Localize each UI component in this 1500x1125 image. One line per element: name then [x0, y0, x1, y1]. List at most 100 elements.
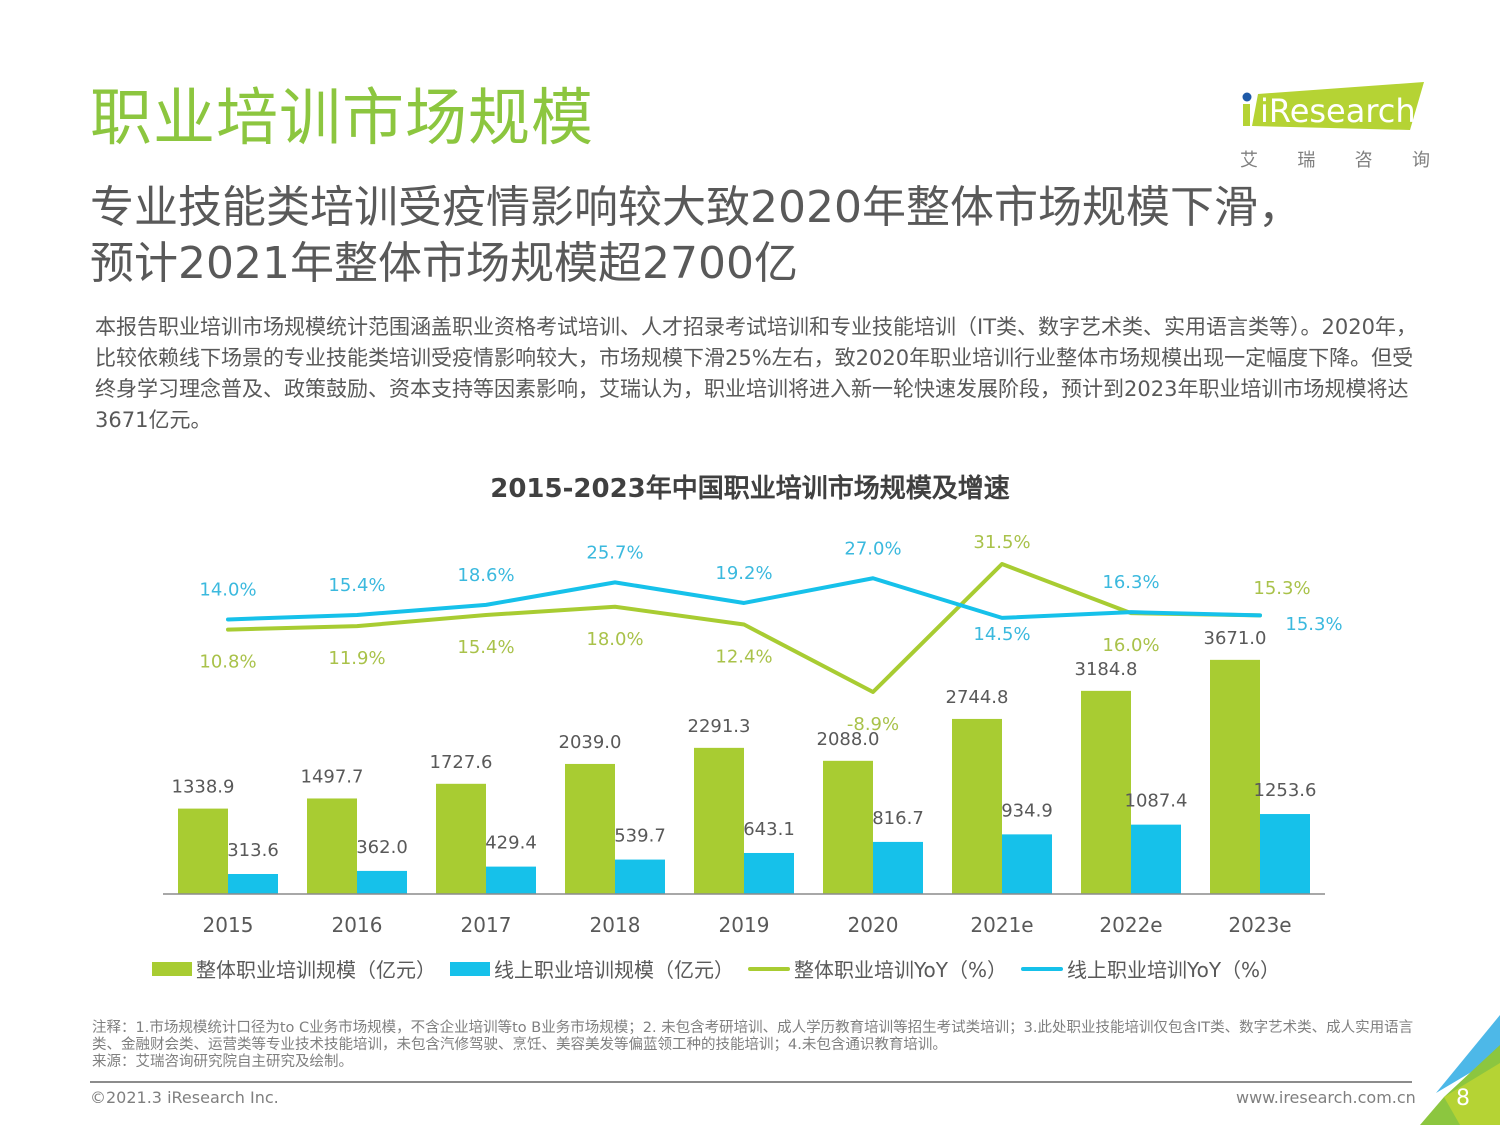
bar-online-2019 — [744, 852, 794, 894]
line-label-total-yoy: 11.9% — [328, 648, 385, 669]
legend-item-total-yoy: 整体职业培训YoY（%） — [748, 954, 1007, 983]
bar-label-total: 2291.3 — [688, 716, 751, 737]
bar-label-total: 2039.0 — [559, 732, 622, 753]
bar-label-total: 2088.0 — [817, 729, 880, 750]
line-label-online-yoy: 14.5% — [973, 624, 1030, 645]
line-label-total-yoy: 12.4% — [715, 647, 772, 668]
line-label-online-yoy: 27.0% — [844, 538, 901, 559]
legend-label: 整体职业培训YoY（%） — [794, 958, 1008, 982]
line-label-online-yoy: 19.2% — [715, 563, 772, 584]
bar-online-2016 — [357, 870, 407, 894]
bar-label-total: 3184.8 — [1075, 659, 1138, 680]
lines-layer — [226, 562, 1262, 694]
bars-layer — [178, 659, 1310, 894]
x-tick-label: 2023e — [1228, 913, 1291, 937]
x-tick-label: 2015 — [203, 913, 254, 937]
corner-lime-shape — [1444, 1063, 1500, 1125]
description-paragraph: 本报告职业培训市场规模统计范围涵盖职业资格考试培训、人才招录考试培训和专业技能培… — [95, 315, 1417, 432]
subtitle-line-1: 专业技能类培训受疫情影响较大致2020年整体市场规模下滑， — [90, 182, 1302, 233]
bar-total-2023e — [1210, 659, 1260, 894]
page-title: 职业培训市场规模 — [90, 81, 595, 154]
bar-label-total: 1338.9 — [172, 777, 235, 798]
logo-banner-shape — [1252, 82, 1424, 130]
x-tick-label: 2020 — [848, 913, 899, 937]
bar-total-2020 — [823, 760, 873, 894]
logo-dot-icon — [1242, 92, 1252, 102]
line-label-total-yoy: 31.5% — [973, 532, 1030, 553]
logo-char: 咨 — [1354, 150, 1373, 171]
line-total-yoy — [226, 562, 1262, 694]
bar-total-2018 — [565, 763, 615, 894]
bar-total-2016 — [307, 798, 357, 894]
chart-legend: 整体职业培训规模（亿元） 线上职业培训规模（亿元） 整体职业培训YoY（%） 线… — [152, 954, 1294, 983]
legend-item-online-yoy: 线上职业培训YoY（%） — [1021, 954, 1280, 983]
page-number: 8 — [1456, 1086, 1470, 1111]
x-tick-label: 2017 — [461, 913, 512, 937]
bar-label-online: 816.7 — [872, 808, 924, 829]
x-tick-label: 2016 — [332, 913, 383, 937]
chart-notes: 注释：1.市场规模统计口径为to C业务市场规模，不含企业培训等to B业务市场… — [92, 1020, 1422, 1071]
logo-i-stem — [1243, 104, 1250, 126]
corner-decoration — [1420, 1015, 1500, 1125]
bar-online-2022e — [1131, 824, 1181, 894]
copyright-text: ©2021.3 iResearch Inc. — [90, 1088, 279, 1107]
footer-divider — [90, 1081, 1412, 1083]
line-label-total-yoy: 18.0% — [586, 629, 643, 650]
x-tick-label: 2018 — [590, 913, 641, 937]
bar-online-2017 — [486, 866, 536, 894]
bar-label-online: 429.4 — [485, 833, 537, 854]
line-label-online-yoy: 25.7% — [586, 542, 643, 563]
legend-swatch-blue-line — [1021, 966, 1064, 971]
legend-swatch-green-bar — [152, 961, 192, 976]
line-label-online-yoy: 15.4% — [328, 575, 385, 596]
line-online-yoy — [226, 576, 1262, 622]
bar-label-online: 313.6 — [227, 840, 279, 861]
iresearch-logo: iResearch — [1242, 82, 1424, 130]
labels-layer: 1338.9 313.6 2015 1497.7 362.0 2016 1727.6 429.… — [172, 532, 1343, 937]
logo-char: 艾 — [1240, 150, 1258, 171]
website-link[interactable]: www.iresearch.com.cn — [1236, 1088, 1416, 1107]
bar-total-2021e — [952, 718, 1002, 894]
bar-label-online: 362.0 — [356, 837, 408, 858]
bar-online-2018 — [615, 859, 665, 894]
bar-online-2023e — [1260, 814, 1310, 894]
x-tick-label: 2021e — [970, 913, 1033, 937]
x-tick-label: 2022e — [1099, 913, 1162, 937]
corner-blue-shape — [1436, 1015, 1500, 1093]
line-label-online-yoy: 15.3% — [1285, 614, 1342, 635]
line-label-online-yoy: 18.6% — [457, 565, 514, 586]
line-label-online-yoy: 14.0% — [199, 579, 256, 600]
legend-label: 整体职业培训规模（亿元） — [196, 958, 436, 982]
bar-total-2022e — [1081, 690, 1131, 894]
bar-label-online: 643.1 — [743, 819, 795, 840]
logo-chinese-name: 艾 瑞 咨 询 — [1240, 146, 1430, 172]
subtitle-line-2: 预计2021年整体市场规模超2700亿 — [90, 238, 798, 289]
bar-label-total: 3671.0 — [1204, 628, 1267, 649]
legend-label: 线上职业培训YoY（%） — [1067, 958, 1281, 982]
legend-swatch-blue-bar — [450, 961, 490, 976]
line-label-total-yoy: 15.4% — [457, 637, 514, 658]
bar-total-2017 — [436, 783, 486, 894]
bar-online-2020 — [873, 841, 923, 894]
line-label-total-yoy: 10.8% — [199, 652, 256, 673]
line-label-online-yoy: 16.3% — [1102, 572, 1159, 593]
bar-online-2021e — [1002, 834, 1052, 894]
bar-label-online: 1253.6 — [1254, 780, 1317, 801]
line-label-total-yoy: 15.3% — [1253, 578, 1310, 599]
bar-label-total: 1727.6 — [430, 752, 493, 773]
bar-total-2015 — [178, 808, 228, 894]
line-label-total-yoy: 16.0% — [1102, 635, 1159, 656]
legend-swatch-green-line — [748, 966, 790, 971]
bar-label-total: 1497.7 — [301, 766, 364, 787]
bar-label-total: 2744.8 — [946, 687, 1009, 708]
bar-label-online: 1087.4 — [1125, 791, 1188, 812]
legend-item-online-size: 线上职业培训规模（亿元） — [450, 954, 734, 983]
combo-chart: 1338.9 313.6 2015 1497.7 362.0 2016 1727.6 429.… — [163, 532, 1343, 937]
legend-label: 线上职业培训规模（亿元） — [494, 958, 734, 982]
bar-label-online: 539.7 — [614, 826, 666, 847]
chart-title: 2015-2023年中国职业培训市场规模及增速 — [490, 474, 1010, 504]
logo-text: iResearch — [1260, 92, 1416, 130]
legend-item-total-size: 整体职业培训规模（亿元） — [152, 954, 436, 983]
line-label-total-yoy: -8.9% — [847, 714, 899, 735]
x-tick-label: 2019 — [719, 913, 770, 937]
